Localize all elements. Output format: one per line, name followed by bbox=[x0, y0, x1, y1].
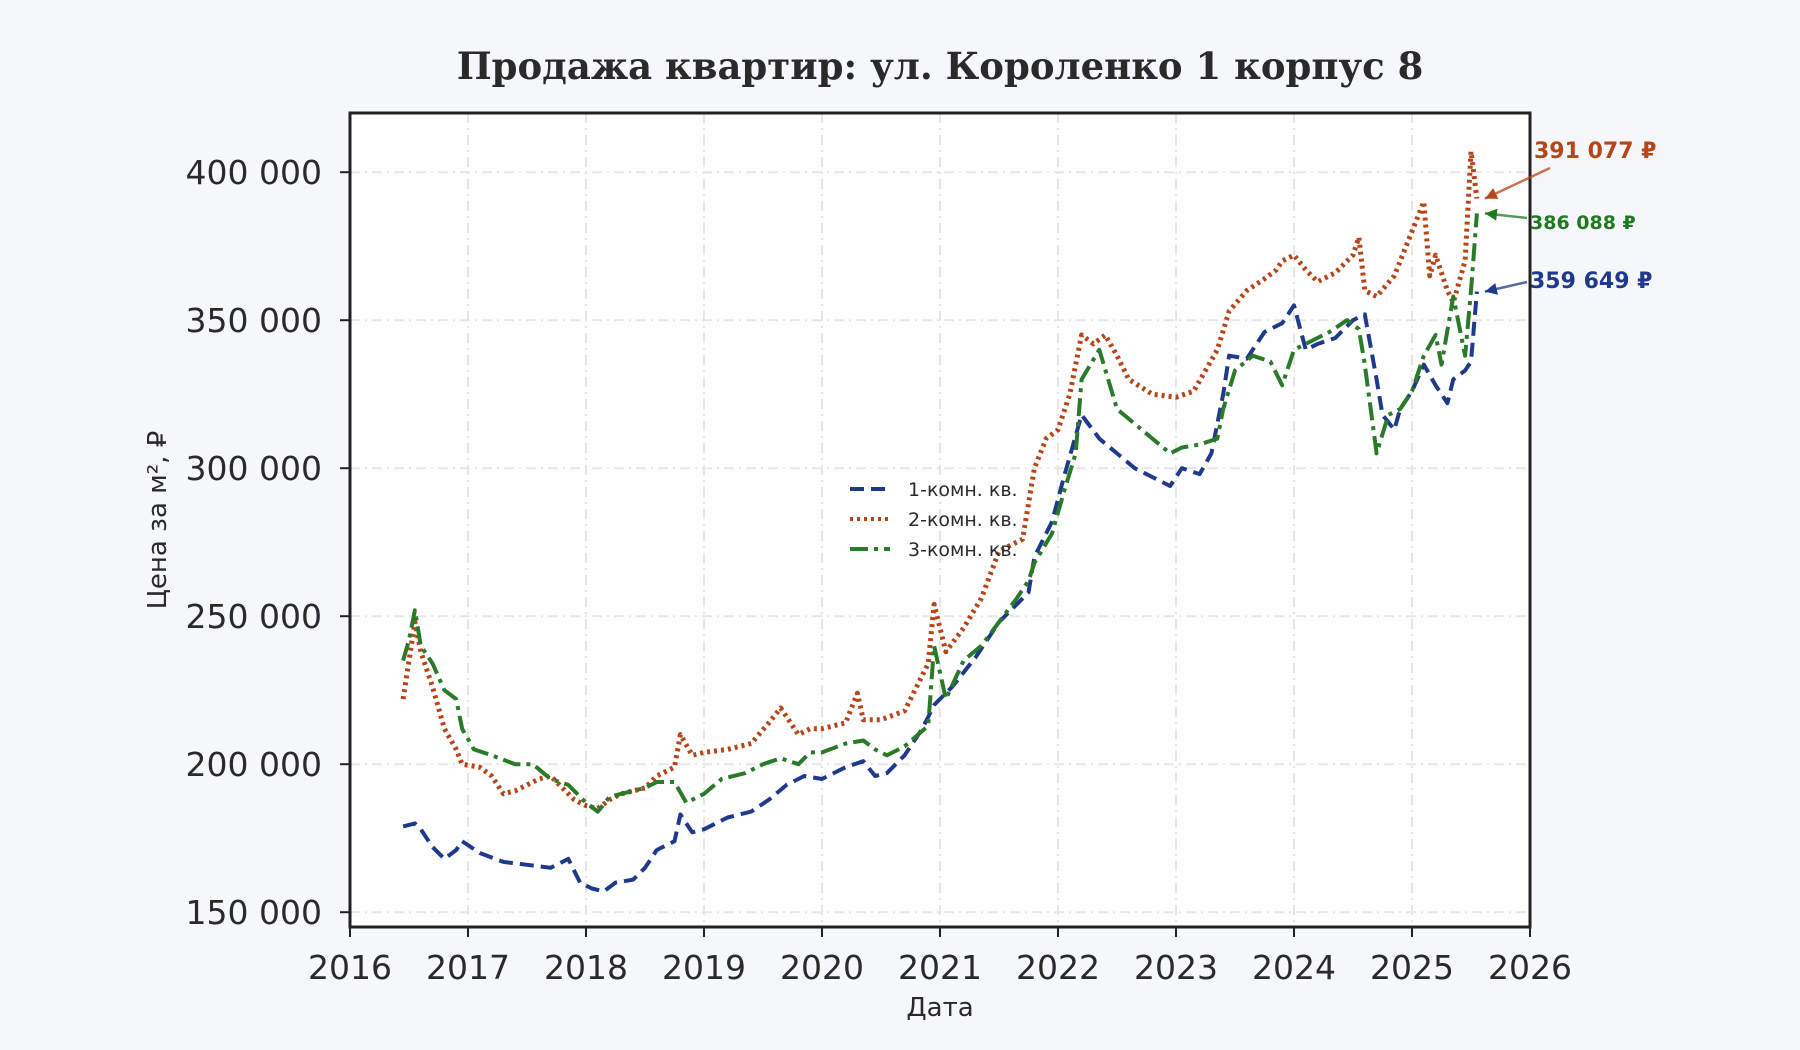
annotation-label: 386 088 ₽ bbox=[1530, 212, 1636, 234]
annotation-label: 359 649 ₽ bbox=[1530, 269, 1652, 294]
last-value-annotations: 391 077 ₽ 386 088 ₽ 359 649 ₽ bbox=[1484, 139, 1656, 295]
annotation-arrowhead bbox=[1484, 283, 1498, 295]
series-line-3 bbox=[401, 213, 1479, 814]
axis-ticks: 2016 2017 2018 2019 2020 2021 2022 2023 2024 2025… bbox=[186, 153, 1572, 987]
x-tick-label: 2023 bbox=[1134, 948, 1218, 987]
y-axis-label: Цена за м², ₽ bbox=[143, 431, 173, 610]
x-tick-label: 2020 bbox=[780, 948, 864, 987]
series-line-1 bbox=[402, 291, 1479, 894]
legend: 1-комн. кв. 2-комн. кв. 3-комн. кв. bbox=[850, 479, 1018, 561]
series-line-2 bbox=[400, 149, 1480, 812]
annotation-label: 391 077 ₽ bbox=[1534, 139, 1656, 164]
x-tick-label: 2017 bbox=[426, 948, 510, 987]
y-tick-label: 300 000 bbox=[186, 449, 322, 488]
legend-label-1: 1-комн. кв. bbox=[908, 479, 1018, 501]
legend-label-2: 2-комн. кв. bbox=[908, 509, 1018, 531]
x-tick-label: 2016 bbox=[308, 948, 392, 987]
y-tick-label: 350 000 bbox=[186, 301, 322, 340]
x-axis-label: Дата bbox=[906, 993, 973, 1023]
annotation-arrowhead bbox=[1484, 188, 1499, 199]
y-tick-label: 200 000 bbox=[186, 745, 322, 784]
y-tick-label: 400 000 bbox=[186, 153, 322, 192]
annotation-arrowhead bbox=[1484, 208, 1498, 221]
series-lines bbox=[400, 149, 1480, 894]
y-tick-label: 150 000 bbox=[186, 893, 322, 932]
x-tick-label: 2022 bbox=[1016, 948, 1100, 987]
x-tick-label: 2025 bbox=[1370, 948, 1454, 987]
x-tick-label: 2021 bbox=[898, 948, 982, 987]
x-tick-label: 2019 bbox=[662, 948, 746, 987]
y-tick-label: 250 000 bbox=[186, 597, 322, 636]
legend-label-3: 3-комн. кв. bbox=[908, 539, 1018, 561]
x-tick-label: 2026 bbox=[1488, 948, 1572, 987]
chart-title: Продажа квартир: ул. Короленко 1 корпус … bbox=[457, 44, 1424, 88]
x-tick-label: 2018 bbox=[544, 948, 628, 987]
x-tick-label: 2024 bbox=[1252, 948, 1336, 987]
